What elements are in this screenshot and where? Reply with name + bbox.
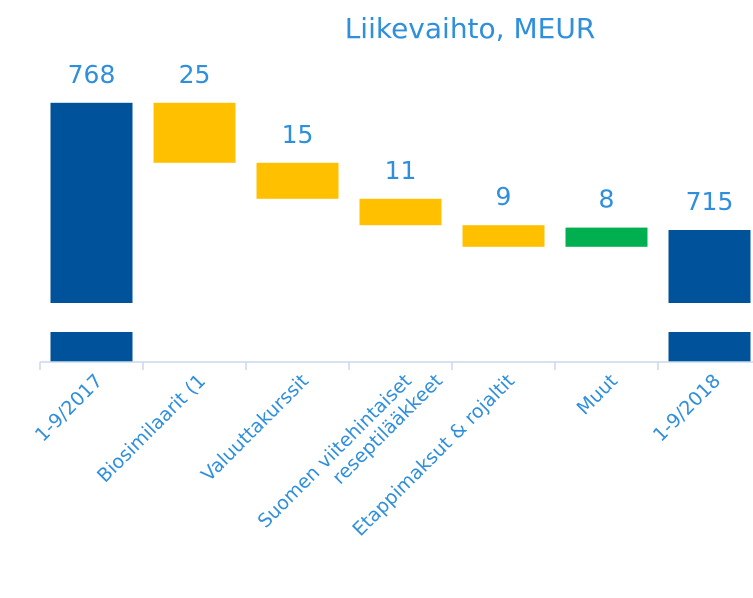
value-label: 9 xyxy=(496,182,512,211)
x-tick-label: 1-9/2017 xyxy=(31,370,107,446)
x-tick-label-line: Muut xyxy=(573,370,622,419)
value-label: 15 xyxy=(282,120,314,149)
x-tick-label-line: Biosimilaarit (1 xyxy=(93,370,210,487)
chart-title: Liikevaihto, MEUR xyxy=(345,12,596,45)
value-label: 8 xyxy=(599,185,615,214)
x-tick-label: Muut xyxy=(573,370,622,419)
x-tick-label: Suomen viitehintaisetreseptilääkkeet xyxy=(254,354,447,547)
value-label: 25 xyxy=(179,60,211,89)
value-label: 715 xyxy=(686,187,734,216)
x-tick-label-line: 1-9/2017 xyxy=(31,370,107,446)
bar xyxy=(668,230,751,362)
bar xyxy=(256,162,339,199)
bar xyxy=(565,227,648,247)
axis-break xyxy=(667,303,752,332)
x-tick-label: Valuuttakurssit xyxy=(197,370,313,486)
bar xyxy=(153,102,236,163)
x-tick-label-line: 1-9/2018 xyxy=(649,370,725,446)
axis-break xyxy=(49,303,134,332)
x-tick-label: Biosimilaarit (1 xyxy=(93,370,210,487)
bar xyxy=(359,198,442,226)
value-label: 768 xyxy=(68,60,116,89)
x-tick-label-line: Valuuttakurssit xyxy=(197,370,313,486)
value-label: 11 xyxy=(385,156,417,185)
bar xyxy=(462,225,545,247)
x-tick-label: 1-9/2018 xyxy=(649,370,725,446)
